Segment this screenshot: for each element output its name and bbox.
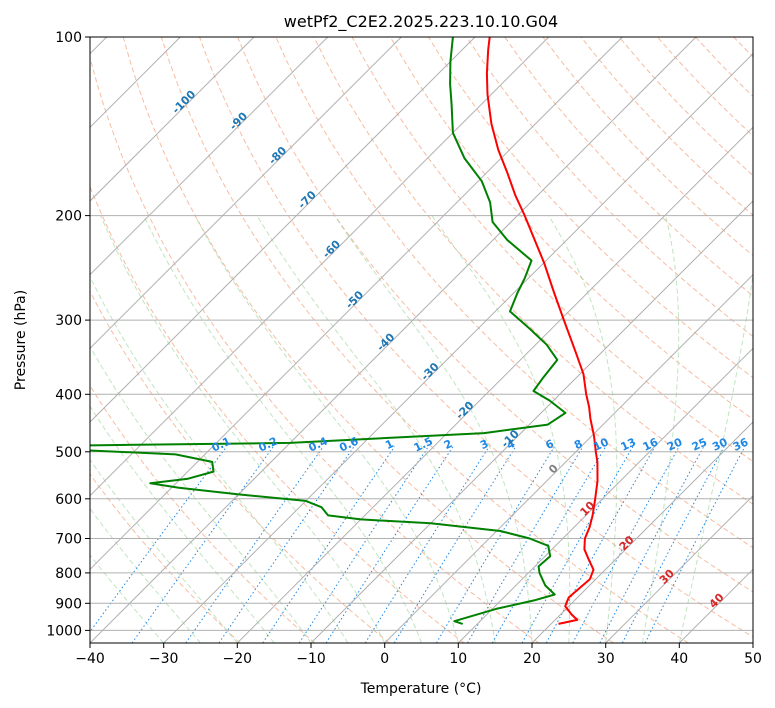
mixing-ratio-line xyxy=(185,446,324,643)
moist-adiabat xyxy=(548,215,618,643)
moist-adiabat xyxy=(90,554,165,643)
isotherm xyxy=(90,37,255,202)
y-axis-label: Pressure (hPa) xyxy=(13,290,29,390)
isotherm xyxy=(457,347,753,643)
isotherm xyxy=(90,37,476,423)
x-tick-label: −40 xyxy=(75,651,105,667)
plot-frame xyxy=(89,36,754,644)
background-lines xyxy=(90,37,753,643)
axes: −40 −30 −20 −10 0 10 20 30 40 50 100 200 300 400 500 60… xyxy=(46,30,762,667)
moist-adiabat xyxy=(431,215,571,643)
moist-adiabat xyxy=(100,215,386,643)
mixing-ratio-line xyxy=(364,446,490,643)
moist-adiabat xyxy=(90,345,312,643)
dry-adiabat xyxy=(199,37,753,638)
isotherm xyxy=(531,421,753,643)
dry-adiabat xyxy=(90,290,390,643)
x-tick-label: 30 xyxy=(597,651,615,667)
dry-adiabat xyxy=(351,37,753,463)
mixing-ratio-line xyxy=(435,446,555,643)
moist-adiabat xyxy=(678,270,753,643)
mixing-ratio-line xyxy=(131,446,274,643)
y-tick-label: 400 xyxy=(55,387,82,403)
x-tick-label: −30 xyxy=(149,651,179,667)
y-tick-label: 900 xyxy=(55,596,82,612)
y-tick-label: 800 xyxy=(55,566,82,582)
moist-adiabat xyxy=(256,215,496,643)
x-tick-label: −10 xyxy=(296,651,326,667)
dry-adiabat xyxy=(427,37,753,379)
moist-adiabat xyxy=(90,458,238,643)
moist-adiabat xyxy=(194,215,459,643)
isotherm xyxy=(384,273,753,643)
dry-adiabat xyxy=(122,37,614,643)
mixing-ratio-line xyxy=(545,446,656,643)
mixing-ratio-line xyxy=(298,446,429,643)
x-axis-label: Temperature (°C) xyxy=(360,681,482,697)
mixing-ratio-label: 25 xyxy=(690,436,709,454)
y-tick-label: 1000 xyxy=(46,623,82,639)
temperature-line xyxy=(485,37,599,625)
mixing-ratio-label: 13 xyxy=(619,436,638,454)
profiles xyxy=(90,37,599,625)
x-tick-label: 0 xyxy=(380,651,389,667)
mixing-ratio-line xyxy=(218,446,355,643)
dry-adiabat xyxy=(275,37,753,549)
mixing-ratio-line xyxy=(90,446,227,633)
dry-adiabat xyxy=(90,185,465,643)
y-tick-label: 700 xyxy=(55,532,82,548)
x-tick-label: 10 xyxy=(449,651,467,667)
dry-adiabat xyxy=(90,473,241,643)
x-tick-label: 20 xyxy=(523,651,541,667)
isotherm xyxy=(163,52,753,643)
mixing-ratio-label: 10 xyxy=(591,435,611,453)
mixing-ratio-label: 30 xyxy=(710,435,730,453)
mixing-ratio-label: 20 xyxy=(665,435,685,453)
moist-adiabat xyxy=(642,215,680,643)
mixing-ratio-line xyxy=(467,446,584,643)
moist-adiabat xyxy=(143,215,422,643)
y-tick-label: 100 xyxy=(55,30,82,46)
dry-adiabat xyxy=(90,384,316,643)
x-tick-label: 40 xyxy=(670,651,688,667)
isotherm xyxy=(90,37,697,643)
moist-adiabat xyxy=(90,507,201,643)
isotherm xyxy=(605,494,753,643)
y-tick-label: 200 xyxy=(55,209,82,225)
dry-adiabat xyxy=(90,55,540,643)
dry-adiabat xyxy=(160,37,689,643)
isotherm xyxy=(90,37,623,571)
chart-title: wetPf2_C2E2.2025.223.10.10.G04 xyxy=(284,12,558,32)
isotherm xyxy=(90,37,550,497)
y-tick-label: 600 xyxy=(55,492,82,508)
x-tick-label: −20 xyxy=(223,651,253,667)
mixing-ratio-line xyxy=(325,446,454,643)
mixing-ratio-line xyxy=(262,446,396,643)
dry-adiabat xyxy=(237,37,753,593)
isotherm xyxy=(310,200,753,643)
isotherm xyxy=(90,37,329,276)
dry-adiabat xyxy=(504,37,753,297)
mixing-ratio-label: 36 xyxy=(731,435,751,453)
mixing-ratio-line xyxy=(621,446,725,643)
mixing-ratio-line xyxy=(644,446,746,643)
y-tick-label: 300 xyxy=(55,313,82,329)
x-tick-label: 50 xyxy=(744,651,762,667)
y-tick-label: 500 xyxy=(55,445,82,461)
mixing-ratio-label: 16 xyxy=(641,435,661,453)
isotherm xyxy=(90,37,402,350)
dewpoint-line xyxy=(90,37,567,625)
